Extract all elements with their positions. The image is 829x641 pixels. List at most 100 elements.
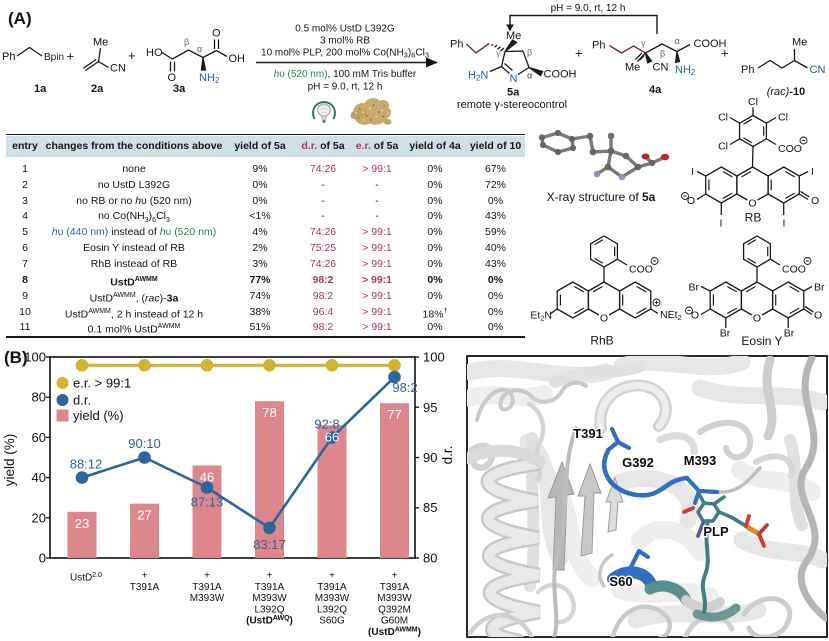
svg-text:d.r.: d.r. (73, 393, 91, 408)
svg-text:98:2: 98:2 (392, 380, 417, 395)
svg-text:I: I (811, 166, 814, 178)
svg-text:COO: COO (778, 143, 802, 155)
svg-text:Br: Br (689, 282, 700, 294)
svg-text:Cl: Cl (718, 112, 728, 124)
svg-text:M393W: M393W (252, 593, 287, 604)
svg-text:I: I (691, 166, 694, 178)
svg-text:40: 40 (32, 470, 46, 485)
svg-text:80: 80 (32, 390, 46, 405)
svg-text:85: 85 (423, 500, 437, 515)
svg-text:88:12: 88:12 (70, 457, 103, 472)
svg-text:Ph: Ph (592, 40, 605, 52)
svg-text:77: 77 (387, 407, 401, 422)
svg-text:α: α (527, 71, 532, 81)
svg-text:I: I (783, 218, 786, 230)
svg-text:(UstDAWMM): (UstDAWMM) (368, 627, 421, 639)
svg-text:1a: 1a (34, 83, 47, 95)
svg-text:95: 95 (423, 400, 437, 415)
svg-text:Ph: Ph (450, 39, 463, 51)
svg-text:+: + (267, 571, 273, 582)
svg-text:H2N: H2N (468, 70, 488, 83)
svg-text:60: 60 (32, 430, 46, 445)
svg-text:T391A: T391A (130, 582, 160, 593)
svg-text:80: 80 (423, 551, 437, 566)
svg-text:10 mol% PLP, 200 mol% Co(NH3)6: 10 mol% PLP, 200 mol% Co(NH3)6Cl3 (261, 48, 429, 60)
svg-text:COO: COO (782, 264, 806, 276)
svg-text:O: O (753, 313, 761, 325)
svg-text:remote γ-stereocontrol: remote γ-stereocontrol (457, 99, 567, 111)
svg-text:NEt2: NEt2 (660, 309, 682, 322)
svg-text:27: 27 (137, 508, 151, 523)
svg-text:+: + (67, 49, 75, 64)
svg-text:83:17: 83:17 (253, 537, 286, 552)
svg-text:X-ray structure of 5a: X-ray structure of 5a (547, 190, 656, 204)
svg-text:α: α (197, 44, 202, 54)
svg-text:(rac)-10: (rac)-10 (767, 86, 806, 98)
svg-text:yield (%): yield (%) (2, 434, 17, 487)
svg-text:M393W: M393W (315, 593, 350, 604)
svg-text:Cl: Cl (748, 96, 758, 108)
svg-text:Me: Me (506, 30, 521, 42)
svg-text:PLP: PLP (703, 524, 729, 539)
svg-text:+: + (721, 46, 729, 61)
svg-text:β: β (527, 48, 532, 58)
svg-text:O: O (811, 195, 819, 207)
svg-text:S60G: S60G (319, 616, 345, 627)
svg-text:T391A: T391A (380, 582, 410, 593)
svg-text:Br: Br (814, 282, 825, 294)
svg-text:yield (%): yield (%) (73, 408, 124, 423)
svg-text:4a: 4a (649, 84, 662, 96)
svg-text:Et2N: Et2N (530, 310, 552, 323)
svg-text:90: 90 (423, 450, 437, 465)
svg-text:T391: T391 (573, 426, 603, 441)
svg-text:20: 20 (32, 510, 46, 525)
svg-text:pH = 9.0, rt, 12 h: pH = 9.0, rt, 12 h (551, 3, 626, 14)
svg-text:O: O (691, 310, 699, 322)
svg-text:Me: Me (625, 62, 640, 74)
svg-text:3a: 3a (173, 83, 186, 95)
svg-text:3 mol% RB: 3 mol% RB (320, 36, 370, 47)
svg-text:+: + (142, 571, 148, 582)
svg-text:Q392M: Q392M (378, 604, 411, 615)
svg-text:N: N (510, 73, 518, 85)
svg-text:CN: CN (653, 62, 669, 74)
svg-text:+: + (329, 571, 335, 582)
svg-text:O: O (168, 72, 177, 84)
svg-text:I: I (720, 218, 723, 230)
svg-text:HO: HO (146, 47, 163, 59)
svg-text:46: 46 (200, 470, 214, 485)
svg-text:100: 100 (423, 350, 445, 365)
svg-text:γ: γ (496, 48, 501, 58)
svg-text:COO: COO (629, 264, 653, 276)
svg-text:92:8: 92:8 (314, 417, 339, 432)
svg-text:CN: CN (110, 63, 126, 75)
svg-text:β: β (184, 37, 189, 47)
svg-text:α: α (675, 36, 680, 46)
svg-text:L392Q: L392Q (254, 604, 284, 615)
svg-text:78: 78 (262, 405, 276, 420)
svg-text:e.r. > 99:1: e.r. > 99:1 (73, 376, 131, 391)
svg-text:O: O (814, 310, 822, 322)
svg-text:Me: Me (93, 37, 108, 49)
svg-text:pH = 9.0, rt, 12 h: pH = 9.0, rt, 12 h (308, 82, 383, 93)
svg-text:Cl: Cl (778, 112, 788, 124)
svg-text:+: + (575, 46, 583, 61)
svg-text:87:13: 87:13 (191, 495, 224, 510)
svg-text:0.5 mol% UstD L392G: 0.5 mol% UstD L392G (295, 24, 395, 35)
svg-text:T391A: T391A (317, 582, 347, 593)
svg-text:d.r.: d.r. (440, 446, 455, 465)
svg-text:RB: RB (745, 211, 762, 225)
svg-text:(UstDAWQ): (UstDAWQ) (246, 615, 293, 627)
svg-text:NH2: NH2 (199, 72, 220, 85)
svg-text:+: + (392, 571, 398, 582)
svg-text:S60: S60 (609, 574, 632, 589)
svg-text:Bpin: Bpin (44, 52, 64, 63)
svg-text:90:10: 90:10 (128, 436, 161, 451)
svg-text:UstD2.0: UstD2.0 (70, 572, 102, 584)
svg-text:RhB: RhB (590, 334, 613, 348)
svg-text:OH: OH (229, 53, 246, 65)
svg-text:T391A: T391A (255, 582, 285, 593)
svg-text:0: 0 (39, 551, 46, 566)
svg-text:O: O (600, 313, 608, 325)
svg-text:2a: 2a (91, 83, 104, 95)
